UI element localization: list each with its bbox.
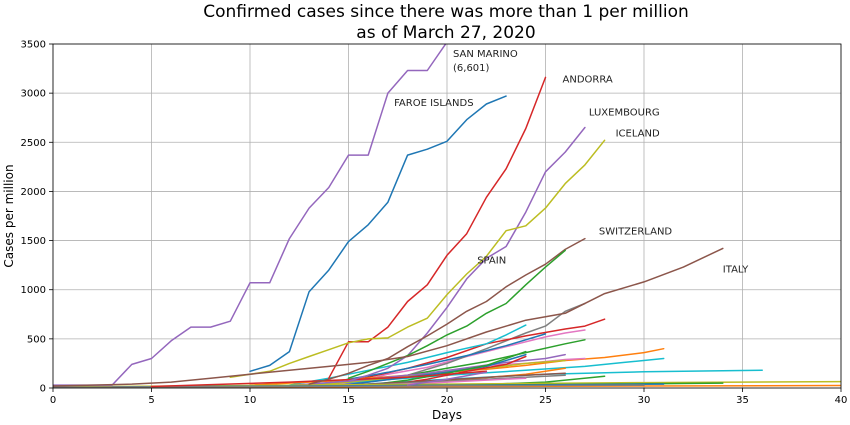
y-tick-label: 2000 (21, 187, 46, 198)
x-tick-label: 0 (50, 395, 56, 406)
x-tick-label: 5 (148, 395, 154, 406)
series-line-country-35 (406, 371, 488, 386)
x-tick-labels: 0 5 10 15 20 25 30 35 40 (50, 388, 848, 406)
annotation-iceland: ICELAND (616, 128, 660, 139)
annotation-spain: SPAIN (477, 255, 506, 266)
annotation-italy: ITALY (723, 264, 749, 275)
series-group (53, 44, 841, 388)
series-line-country-34 (150, 370, 488, 388)
y-tick-label: 1000 (21, 285, 46, 296)
x-tick-label: 20 (441, 395, 454, 406)
grid (52, 43, 842, 389)
x-tick-label: 40 (835, 395, 848, 406)
annotation-faroe-islands: FAROE ISLANDS (394, 98, 473, 109)
series-line-switzerland (308, 237, 586, 385)
x-tick-label: 10 (244, 395, 257, 406)
series-line-spain (347, 249, 566, 379)
series-line-andorra (328, 76, 547, 379)
y-tick-label: 3000 (21, 89, 46, 100)
y-tick-label: 0 (40, 384, 46, 395)
series-line-country-17 (288, 357, 665, 387)
y-tick-label: 3500 (21, 40, 46, 51)
chart-title: Confirmed cases since there was more tha… (203, 2, 689, 22)
x-tick-label: 25 (539, 395, 552, 406)
series-line-country-9 (347, 329, 586, 385)
annotation-luxembourg: LUXEMBOURG (589, 108, 660, 119)
series-line-luxembourg (347, 126, 586, 382)
y-tick-label: 500 (27, 334, 46, 345)
annotation-switzerland: SWITZERLAND (599, 227, 673, 238)
chart-subtitle: as of March 27, 2020 (356, 23, 535, 43)
x-tick-label: 15 (342, 395, 355, 406)
series-line-country-21 (328, 353, 527, 388)
series-line-iceland (229, 139, 606, 378)
annotations: SAN MARINO (6,601) ANDORRA FAROE ISLANDS LUX… (394, 49, 749, 275)
series-line-country-22 (367, 350, 527, 386)
series-line-faroe-islands (249, 95, 507, 373)
series-line-italy (53, 247, 724, 387)
annotation-san-marino: SAN MARINO (453, 49, 518, 60)
x-tick-label: 35 (736, 395, 749, 406)
series-line-san-marino (53, 44, 447, 386)
x-tick-label: 30 (638, 395, 651, 406)
annotation-andorra: ANDORRA (563, 74, 613, 85)
series-line-country-20 (268, 353, 566, 388)
y-axis-label: Cases per million (2, 164, 16, 267)
y-tick-label: 2500 (21, 138, 46, 149)
x-axis-label: Days (432, 408, 462, 422)
y-tick-labels: 0 500 1000 1500 2000 2500 3000 3500 (21, 40, 53, 395)
annotation-san-marino-value: (6,601) (453, 63, 490, 74)
y-tick-label: 1500 (21, 236, 46, 247)
